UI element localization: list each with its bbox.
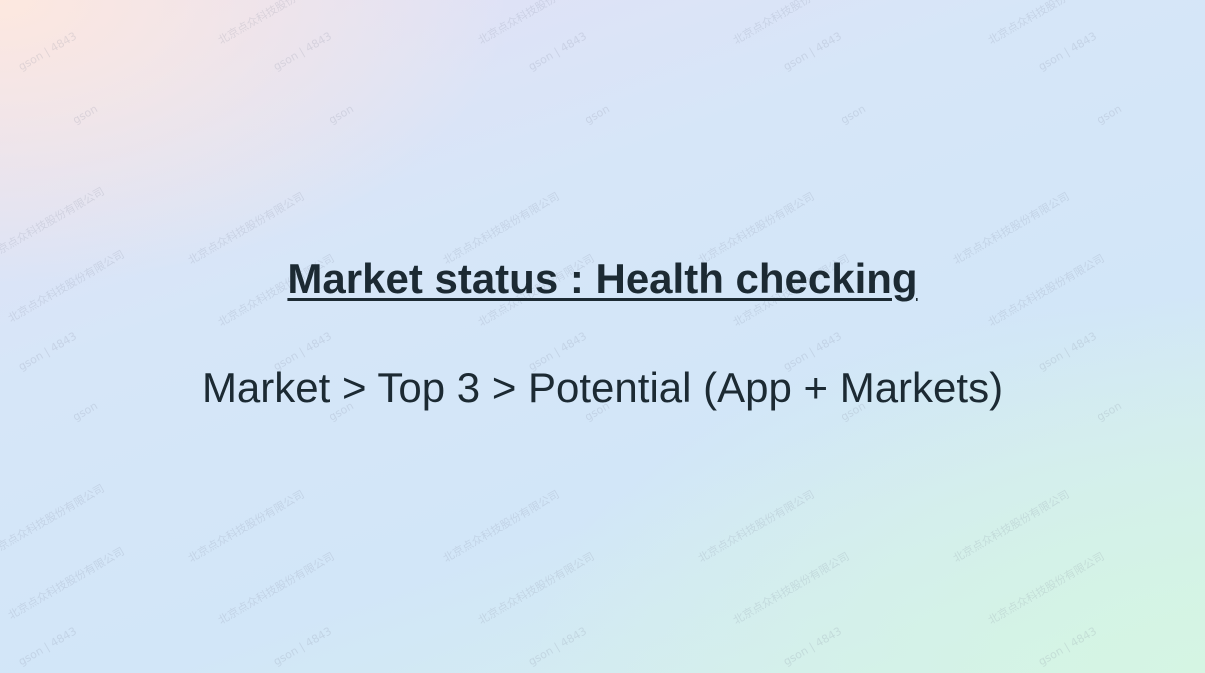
slide-title: Market status : Health checking — [287, 255, 918, 302]
watermark-user: gson | 4843 — [526, 624, 589, 669]
watermark-short: gson — [326, 102, 356, 127]
watermark-short: gson — [838, 102, 868, 127]
watermark-user: gson | 4843 — [271, 29, 334, 74]
watermark-user: gson | 4843 — [781, 29, 844, 74]
watermark-user: gson | 4843 — [1036, 29, 1099, 74]
watermark-company: 北京点众科技股份有限公司 — [730, 549, 852, 628]
watermark-company: 北京点众科技股份有限公司 — [185, 487, 307, 566]
watermark-company: 北京点众科技股份有限公司 — [985, 549, 1107, 628]
slide-subtitle: Market > Top 3 > Potential (App + Market… — [201, 364, 1004, 411]
watermark-company: 北京点众科技股份有限公司 — [695, 487, 817, 566]
watermark-company: 北京点众科技股份有限公司 — [985, 0, 1107, 48]
watermark-user: gson | 4843 — [16, 624, 79, 669]
watermark-short: gson — [70, 102, 100, 127]
watermark-company: 北京点众科技股份有限公司 — [0, 481, 107, 560]
watermark-company: 北京点众科技股份有限公司 — [215, 0, 337, 48]
watermark-company: 北京点众科技股份有限公司 — [440, 487, 562, 566]
watermark-company: 北京点众科技股份有限公司 — [950, 487, 1072, 566]
watermark-company: 北京点众科技股份有限公司 — [5, 544, 127, 623]
watermark-user: gson | 4843 — [781, 624, 844, 669]
watermark-short: gson — [1094, 102, 1124, 127]
watermark-user: gson | 4843 — [16, 29, 79, 74]
watermark-user: gson | 4843 — [1036, 624, 1099, 669]
watermark-company: 北京点众科技股份有限公司 — [215, 549, 337, 628]
watermark-user: gson | 4843 — [271, 624, 334, 669]
watermark-company: 北京点众科技股份有限公司 — [730, 0, 852, 48]
watermark-company: 北京点众科技股份有限公司 — [0, 184, 107, 263]
watermark-company: 北京点众科技股份有限公司 — [475, 0, 597, 48]
watermark-short: gson — [582, 102, 612, 127]
watermark-user: gson | 4843 — [526, 29, 589, 74]
watermark-company: 北京点众科技股份有限公司 — [475, 549, 597, 628]
